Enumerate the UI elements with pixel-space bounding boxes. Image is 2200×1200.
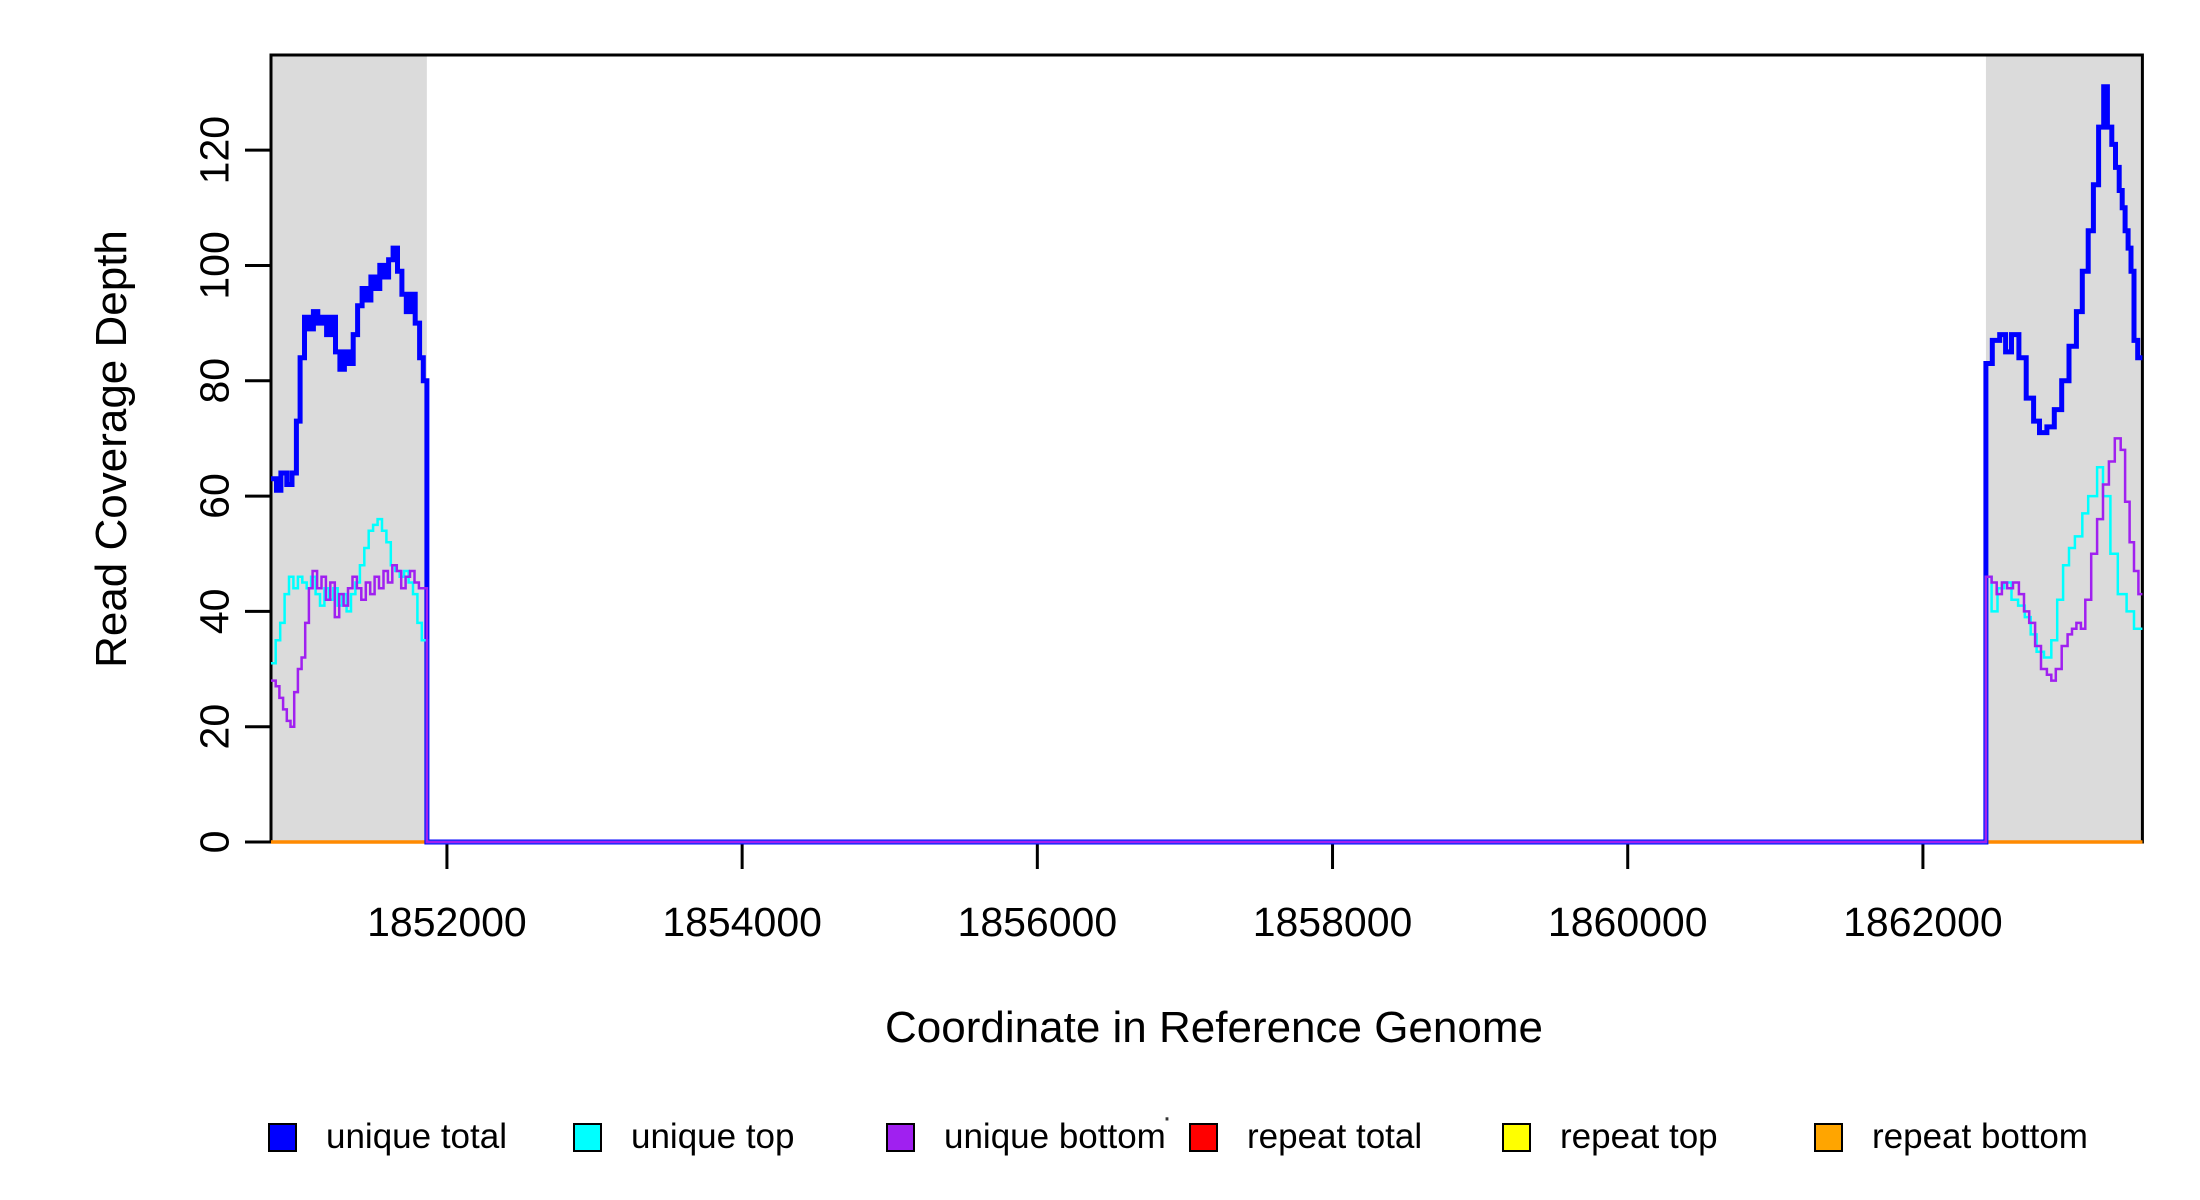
legend-item-repeat-total: repeat total <box>1189 1117 1423 1156</box>
x-axis-title: Coordinate in Reference Genome <box>885 1003 1543 1052</box>
legend-item-repeat-top: repeat top <box>1502 1117 1718 1156</box>
y-axis-title: Read Coverage Depth <box>87 230 136 668</box>
legend-label-unique-top: unique top <box>631 1117 795 1156</box>
legend-swatch-unique-top <box>573 1122 602 1152</box>
legend-swatch-repeat-top <box>1502 1122 1531 1152</box>
series-unique-top <box>271 465 2143 844</box>
y-tick-label: 80 <box>191 358 237 404</box>
x-tick-label: 1862000 <box>1843 899 2003 945</box>
legend-swatch-unique-total <box>268 1122 297 1152</box>
legend-label-repeat-bottom: repeat bottom <box>1872 1117 2088 1156</box>
series-unique-bottom <box>271 437 2143 844</box>
y-tick-label: 40 <box>191 589 237 635</box>
legend-label-unique-bottom: unique bottom <box>944 1117 1166 1156</box>
x-tick-label: 1854000 <box>662 899 822 945</box>
x-tick-label: 1856000 <box>958 899 1118 945</box>
legend-item-repeat-bottom: repeat bottom <box>1814 1117 2088 1156</box>
legend-swatch-repeat-bottom <box>1814 1122 1843 1152</box>
y-tick-label: 20 <box>191 704 237 750</box>
legend-item-unique-total: unique total <box>268 1117 507 1156</box>
y-tick-label: 120 <box>191 116 237 184</box>
y-tick-label: 100 <box>191 231 237 299</box>
y-tick-label: 0 <box>191 831 237 854</box>
x-tick-label: 1858000 <box>1253 899 1413 945</box>
legend-label-repeat-total: repeat total <box>1247 1117 1423 1156</box>
plot-frame <box>269 53 2144 844</box>
legend-item-unique-top: unique top <box>573 1117 795 1156</box>
x-tick-label: 1860000 <box>1548 899 1708 945</box>
series-unique-total <box>271 84 2143 845</box>
highlight-region-right <box>1985 55 2143 842</box>
legend-swatch-repeat-total <box>1189 1122 1218 1152</box>
legend-label-repeat-top: repeat top <box>1560 1117 1718 1156</box>
legend-swatch-unique-bottom <box>886 1122 915 1152</box>
stray-dot-artifact: · <box>1162 1101 1172 1134</box>
x-tick-label: 1852000 <box>367 899 527 945</box>
y-tick-label: 60 <box>191 473 237 519</box>
legend-label-unique-total: unique total <box>326 1117 507 1156</box>
legend-item-unique-bottom: unique bottom <box>886 1117 1166 1156</box>
